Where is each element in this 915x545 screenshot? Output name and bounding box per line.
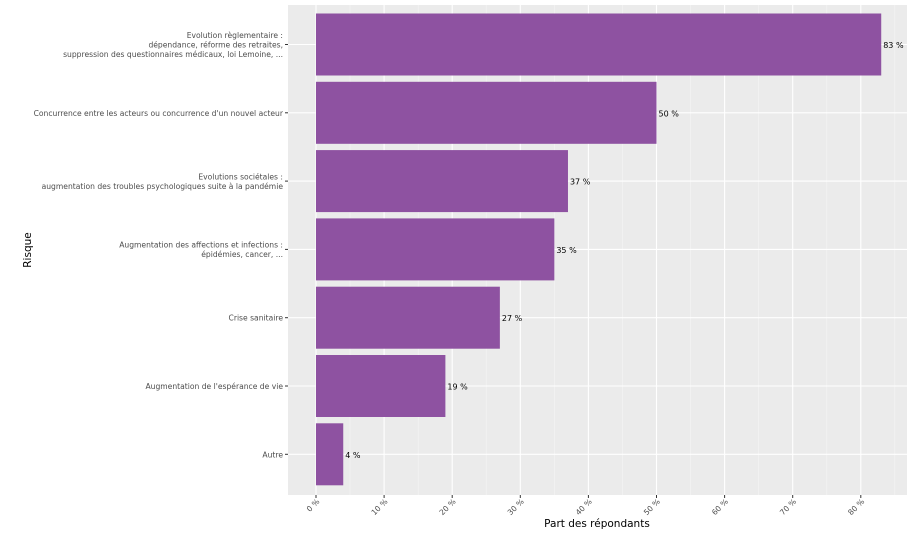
x-tick-label: 20 %: [438, 497, 458, 517]
category-label: Evolutions sociétales :: [198, 172, 283, 181]
x-tick-label: 30 %: [506, 497, 526, 517]
x-tick-label: 60 %: [710, 497, 730, 517]
x-axis-title: Part des répondants: [544, 518, 650, 530]
category-label: dépendance, réforme des retraites,: [148, 41, 283, 50]
category-label: Crise sanitaire: [229, 314, 284, 323]
x-tick-label: 0 %: [305, 497, 322, 514]
data-label: 37 %: [570, 178, 591, 187]
bar: [316, 150, 568, 213]
data-label: 35 %: [556, 246, 577, 255]
y-axis-title: Risque: [22, 232, 34, 267]
x-tick-label: 50 %: [642, 497, 662, 517]
x-tick-label: 40 %: [574, 497, 594, 517]
data-label: 27 %: [502, 314, 523, 323]
bar: [316, 218, 555, 281]
x-axis-ticks: 0 % 10 % 20 % 30 % 40 % 50 % 60 % 70 % 80 %: [305, 495, 866, 517]
bar: [316, 13, 882, 76]
bar: [316, 423, 344, 486]
category-label: Concurrence entre les acteurs ou concurr…: [34, 109, 284, 118]
bar: [316, 286, 500, 349]
x-tick-label: 10 %: [370, 497, 390, 517]
category-label: Augmentation des affections et infection…: [119, 241, 283, 250]
bars: 83 % 50 % 37 % 35 % 27 % 19 % 4 %: [316, 13, 904, 486]
y-axis-labels: Evolution règlementaire :dépendance, réf…: [34, 31, 288, 459]
category-label: augmentation des troubles psychologiques…: [42, 182, 284, 191]
bar: [316, 81, 657, 144]
category-label: Autre: [262, 450, 283, 459]
category-label: suppression des questionnaires médicaux,…: [63, 50, 283, 59]
category-label: Augmentation de l'espérance de vie: [145, 382, 283, 391]
bar: [316, 355, 446, 417]
data-label: 83 %: [883, 41, 904, 50]
data-label: 50 %: [659, 109, 680, 118]
data-label: 4 %: [345, 451, 361, 460]
category-label: épidémies, cancer, ...: [201, 250, 283, 259]
category-label: Evolution règlementaire :: [187, 31, 283, 40]
data-label: 19 %: [447, 383, 468, 392]
x-tick-label: 70 %: [778, 497, 798, 517]
x-tick-label: 80 %: [846, 497, 866, 517]
